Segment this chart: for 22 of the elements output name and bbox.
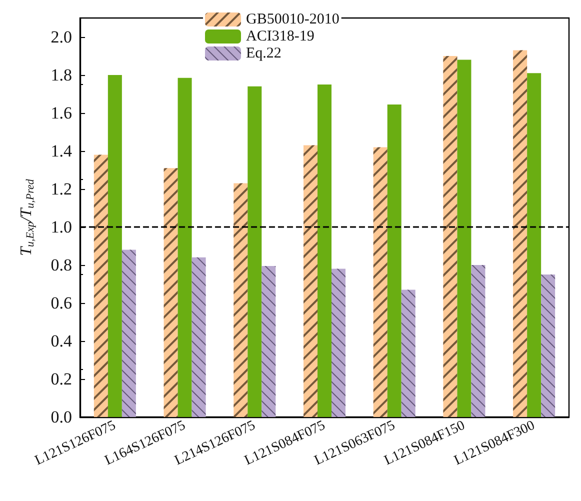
bar xyxy=(248,86,262,417)
y-tick-label: 1.0 xyxy=(50,218,72,236)
legend-label: ACI318-19 xyxy=(246,28,314,44)
bar xyxy=(527,73,542,417)
bar xyxy=(457,60,472,417)
y-tick-label: 2.0 xyxy=(50,28,72,46)
bar xyxy=(178,78,192,417)
y-tick-label: 1.8 xyxy=(50,66,72,84)
bar xyxy=(318,84,332,417)
bar xyxy=(387,104,402,417)
y-tick-label: 0.0 xyxy=(50,408,72,426)
legend-label: Eq.22 xyxy=(246,46,282,62)
y-tick-label: 0.2 xyxy=(50,370,72,388)
y-axis-title: Tu,Exp/Tu,Pred xyxy=(18,178,36,256)
y-tick-label: 1.4 xyxy=(50,142,72,160)
y-tick-label: 0.6 xyxy=(50,294,72,312)
y-tick-label: 0.8 xyxy=(50,256,72,274)
legend-label: GB50010-2010 xyxy=(246,12,340,28)
y-tick-label: 1.6 xyxy=(50,104,72,122)
bar xyxy=(108,75,122,417)
y-tick-label: 0.4 xyxy=(50,332,72,350)
y-tick-label: 1.2 xyxy=(50,180,72,198)
